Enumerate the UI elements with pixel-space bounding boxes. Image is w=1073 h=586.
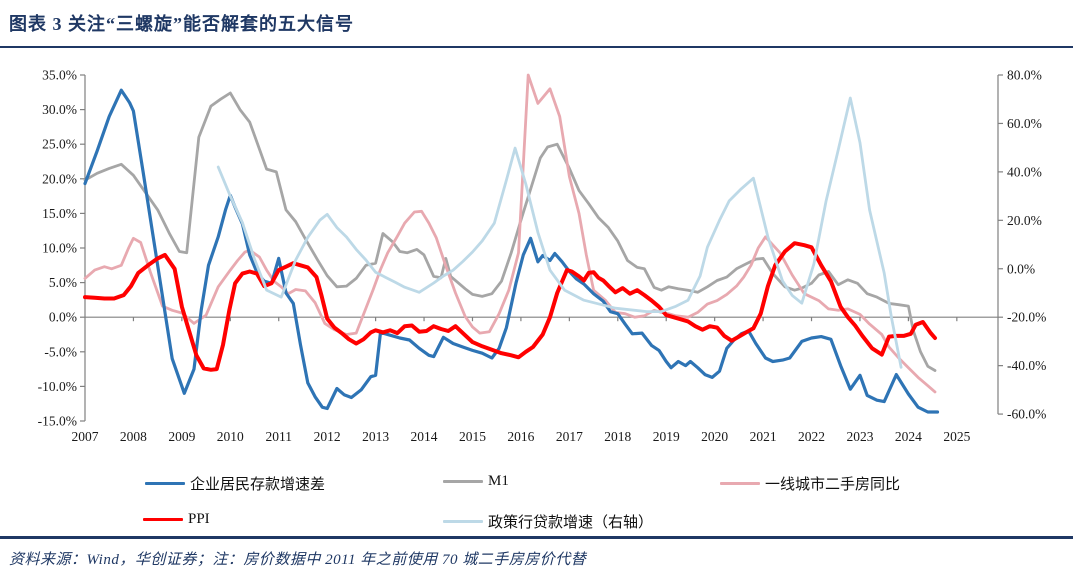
series-line-1 [83,91,937,372]
x-tick-label: 2022 [798,429,825,444]
legend-swatch-ppi [143,517,183,522]
source-note: 资料来源：Wind，华创证券；注：房价数据中 2011 年之前使用 70 城二手… [9,552,587,568]
legend-item-policy-bank-loans: 政策行贷款增速（右轴） [443,511,653,531]
y-right-tick-label: -40.0% [1007,358,1046,373]
x-tick-label: 2009 [168,429,195,444]
y-left-tick-label: 35.0% [42,68,77,83]
legend-label: M1 [488,473,509,490]
y-right-tick-label: 20.0% [1007,213,1042,228]
figure-title: 图表 3 关注“三螺旋”能否解套的五大信号 [9,14,354,34]
x-tick-label: 2016 [507,429,534,444]
y-left-tick-label: 25.0% [42,137,77,152]
series-line-5 [216,96,903,369]
legend-swatch-tier1-housing [720,482,760,485]
x-tick-label: 2015 [459,429,486,444]
legend-label: 政策行贷款增速（右轴） [488,515,654,531]
title-divider [0,46,1073,48]
legend-label: PPI [188,511,210,528]
y-left-tick-label: 20.0% [42,171,77,186]
legend-item-m1: M1 [443,473,509,493]
footer-divider [0,536,1073,539]
legend-item-tier1-housing: 一线城市二手房同比 [720,473,900,493]
y-left-tick-label: 10.0% [42,241,77,256]
chart-area: 35.0% 30.0% 25.0% 20.0% 15.0% 10.0% 5.0% 0.0% -5… [0,55,1073,450]
y-left-tick-label: 5.0% [49,275,77,290]
y-right-tick-label: 40.0% [1007,164,1042,179]
legend-label: 一线城市二手房同比 [765,477,901,493]
series-line-4 [83,241,937,372]
x-tick-label: 2017 [556,429,583,444]
x-tick-label: 2019 [653,429,680,444]
legend-item-deposit-gap: 企业居民存款增速差 [145,473,325,493]
y-right-tick-label: -20.0% [1007,310,1046,325]
legend-label: 企业居民存款增速差 [190,477,326,493]
x-tick-label: 2012 [314,429,341,444]
x-tick-label: 2021 [750,429,777,444]
x-tick-label: 2010 [217,429,244,444]
legend-swatch-policy-bank-loans [443,520,483,523]
y-left-tick-label: -10.0% [38,379,77,394]
legend-swatch-deposit-gap [145,482,185,485]
y-right-tick-label: -60.0% [1007,407,1046,422]
y-left-tick-label: 0.0% [49,310,77,325]
legend-swatch-m1 [443,480,483,484]
series-line-2 [83,73,937,394]
y-right-tick-label: 60.0% [1007,116,1042,131]
x-tick-label: 2011 [265,429,292,444]
x-tick-label: 2018 [604,429,631,444]
y-right-tick-label: 80.0% [1007,68,1042,83]
x-tick-label: 2024 [895,429,922,444]
y-left-tick-label: -5.0% [44,344,77,359]
x-tick-label: 2014 [411,429,438,444]
legend-item-ppi: PPI [143,511,210,531]
trend-chart: 35.0% 30.0% 25.0% 20.0% 15.0% 10.0% 5.0% 0.0% -5… [38,68,1047,445]
y-left-tick-label: 15.0% [42,206,77,221]
y-left-tick-label: 30.0% [42,102,77,117]
x-tick-label: 2020 [701,429,728,444]
y-left-tick-label: -15.0% [38,414,77,429]
x-tick-label: 2007 [72,429,99,444]
x-tick-label: 2025 [943,429,970,444]
y-right-tick-label: 0.0% [1007,261,1035,276]
x-tick-label: 2013 [362,429,389,444]
x-tick-label: 2008 [120,429,147,444]
x-tick-label: 2023 [846,429,873,444]
